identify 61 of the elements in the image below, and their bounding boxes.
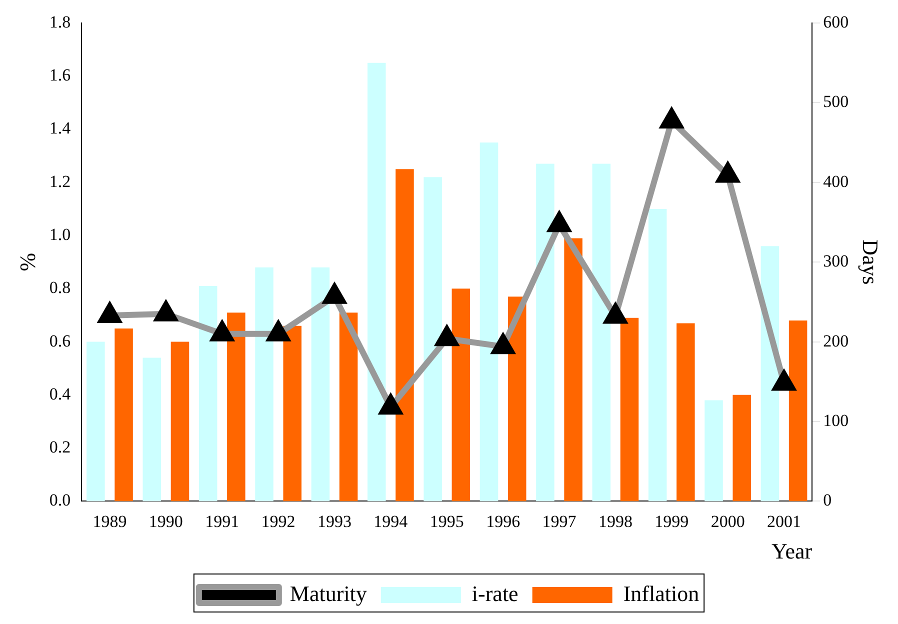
x-tick-label: 1991 (205, 512, 240, 531)
y2-tick-label: 200 (823, 331, 849, 350)
bar (788, 320, 808, 502)
bar (480, 142, 498, 502)
legend-label: Maturity (290, 580, 367, 606)
bar (704, 400, 723, 502)
x-tick-label: 1997 (542, 512, 577, 531)
x-tick-label: 1999 (654, 512, 689, 531)
x-tick-label: 1995 (430, 512, 464, 531)
y-axis-title: % (14, 252, 40, 272)
bar (676, 323, 695, 502)
bar (255, 267, 274, 502)
bar (592, 164, 611, 502)
bar (452, 288, 470, 502)
bar (564, 238, 582, 502)
y-tick-label: 1.0 (49, 225, 71, 244)
x-tick-label: 1989 (92, 512, 127, 531)
bar (198, 286, 218, 502)
bar (86, 342, 105, 502)
bar (648, 208, 667, 502)
y2-tick-label: 600 (823, 12, 849, 32)
y-tick-label: 0.0 (49, 490, 71, 510)
legend-label: i-rate (472, 580, 518, 606)
x-tick-label: 1992 (261, 512, 296, 531)
y-tick-label: 1.4 (49, 118, 72, 138)
bar (227, 312, 246, 502)
x-tick-label: 1993 (318, 512, 352, 531)
y-tick-label: 0.8 (49, 278, 71, 298)
bar (508, 296, 526, 502)
x-tick-label: 2000 (710, 512, 745, 531)
y-tick-label: 0.6 (49, 331, 71, 350)
bar (424, 177, 442, 502)
bar (142, 358, 162, 502)
bar (368, 62, 386, 502)
y-tick-label: 0.4 (49, 384, 72, 404)
x-axis-title: Year (772, 538, 813, 564)
y-tick-label: 1.2 (49, 172, 71, 191)
y2-tick-label: 100 (823, 410, 849, 430)
bar (732, 394, 751, 502)
bar (114, 328, 133, 502)
y-tick-label: 0.2 (49, 438, 71, 457)
y2-tick-label: 400 (823, 172, 849, 191)
bar (536, 164, 554, 502)
legend-label: Inflation (623, 580, 700, 606)
bar (170, 342, 190, 502)
x-tick-label: 1998 (598, 512, 632, 531)
bar (620, 318, 639, 502)
x-tick-label: 1994 (374, 512, 408, 531)
bar (396, 169, 414, 502)
y2-tick-label: 300 (823, 252, 849, 271)
x-tick-label: 1990 (148, 512, 183, 531)
y-tick-label: 1.6 (49, 66, 71, 85)
bar (339, 312, 358, 502)
bar (311, 267, 330, 502)
x-tick-label: 2001 (767, 512, 802, 531)
x-tick-label: 1996 (486, 512, 520, 531)
y2-axis-title: Days (858, 239, 884, 285)
y2-tick-label: 500 (823, 92, 849, 112)
y2-tick-label: 0 (823, 490, 832, 510)
y-tick-label: 1.8 (49, 12, 71, 32)
bar (283, 326, 302, 502)
